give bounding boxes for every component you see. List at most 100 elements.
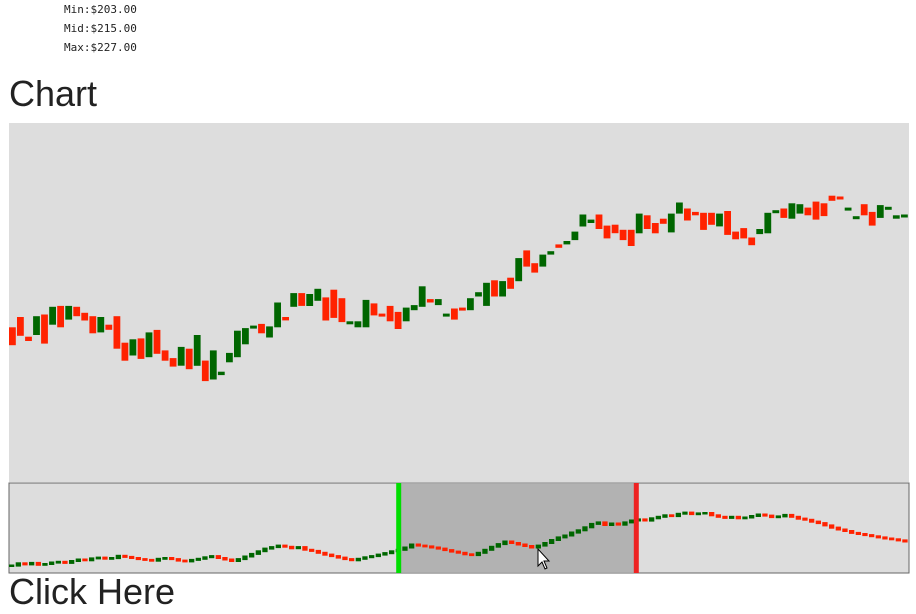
candle [426, 299, 434, 303]
candle [290, 293, 298, 307]
candle [860, 204, 868, 216]
main-candles [9, 195, 908, 382]
navigator-candle [375, 553, 381, 558]
candle [844, 207, 852, 211]
candle [97, 317, 105, 333]
candle [105, 324, 113, 330]
navigator-candle [309, 548, 315, 552]
navigator-candle [555, 536, 561, 541]
candle [81, 312, 89, 321]
candle [346, 321, 354, 325]
candle [185, 348, 193, 370]
candle [643, 215, 651, 229]
navigator-candle [782, 513, 788, 518]
candle [33, 316, 40, 335]
navigator-candles [9, 511, 908, 567]
candle [531, 263, 539, 273]
navigator-candle [589, 522, 595, 529]
navigator-candle [255, 550, 261, 555]
navigator-candle [302, 546, 308, 551]
navigator-candle [889, 537, 895, 541]
candle [330, 289, 338, 318]
navigator-candle [335, 555, 341, 559]
navigator-candle [95, 556, 101, 560]
navigator-candle [275, 544, 281, 549]
navigator-candle [129, 555, 135, 559]
candle [402, 307, 410, 322]
navigator-candle [135, 557, 141, 561]
candle [209, 350, 217, 380]
navigator-candle [775, 515, 781, 519]
candle [161, 350, 169, 361]
candle [812, 201, 820, 220]
navigator-candle [529, 545, 535, 549]
candle [579, 214, 587, 227]
candle [459, 307, 466, 311]
candle [780, 208, 788, 218]
candle [322, 297, 330, 321]
candle [483, 282, 490, 306]
navigator-candle [315, 549, 321, 554]
navigator-candle [502, 540, 508, 546]
candle [121, 342, 129, 361]
navigator-candle [609, 522, 615, 526]
navigator-candle [42, 563, 48, 566]
navigator-candle [82, 558, 88, 562]
navigator-candle [662, 514, 668, 518]
navigator-candle [462, 551, 468, 556]
candle [306, 294, 314, 306]
navigator-candle [15, 562, 21, 567]
navigator-candle [575, 529, 581, 534]
candle [338, 298, 346, 323]
candle [41, 314, 48, 344]
navigator-candle [215, 555, 221, 559]
navigator-end-handle[interactable] [633, 483, 639, 573]
navigator-candle [149, 558, 155, 562]
candle [611, 224, 619, 234]
navigator-candle [35, 561, 41, 566]
navigator-candle [835, 526, 841, 531]
candle [563, 241, 571, 245]
candle [796, 204, 804, 214]
candle [475, 292, 482, 297]
navigator-candle [629, 519, 635, 524]
navigator-candle [882, 536, 888, 540]
navigator-candle [382, 552, 388, 556]
navigator-candle [809, 518, 815, 523]
navigator-candle [735, 515, 741, 520]
navigator-candle [415, 543, 421, 547]
candle [451, 308, 458, 320]
candle [523, 250, 531, 267]
candle [788, 203, 796, 219]
navigator-candle [715, 514, 721, 518]
click-here-heading[interactable]: Click Here [9, 571, 176, 612]
navigator-candle [522, 543, 528, 547]
navigator-start-handle[interactable] [396, 483, 402, 573]
navigator-candle [155, 557, 161, 562]
navigator-candle [482, 548, 488, 554]
navigator-candle [582, 526, 588, 532]
candle [65, 305, 73, 320]
navigator-candle [509, 540, 515, 544]
candle [234, 330, 241, 358]
max-price: Max:$227.00 [64, 41, 137, 54]
candle [716, 213, 723, 227]
candle [684, 208, 691, 221]
navigator-candle [729, 515, 735, 519]
candle [539, 254, 547, 267]
navigator-selection[interactable] [398, 483, 637, 573]
candle [394, 311, 402, 329]
candlestick-chart[interactable] [0, 0, 916, 586]
navigator-candle [869, 534, 875, 538]
navigator-candle [855, 531, 861, 535]
navigator-candle [162, 557, 168, 560]
navigator-candle [902, 539, 908, 543]
candle [692, 211, 699, 216]
candle [748, 237, 756, 246]
navigator-candle [435, 546, 441, 550]
candle [772, 210, 780, 214]
candle [876, 205, 884, 218]
candle [73, 306, 81, 317]
navigator-candle [69, 560, 75, 564]
candle [410, 305, 418, 311]
